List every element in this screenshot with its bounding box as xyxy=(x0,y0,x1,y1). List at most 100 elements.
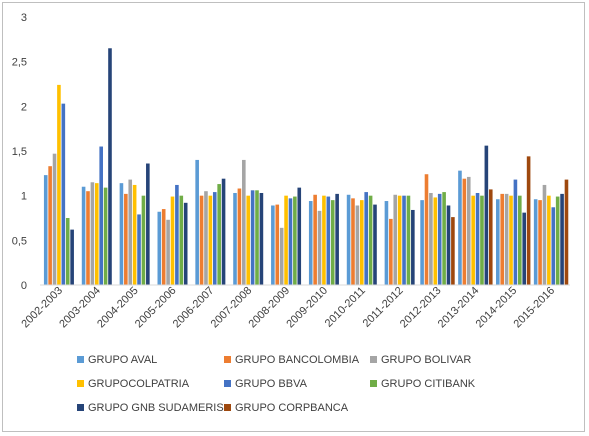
legend-swatch xyxy=(77,380,84,387)
bar-grupo-bolivar-2004-2005 xyxy=(128,179,133,285)
bar-grupo-citibank-2010-2011 xyxy=(368,195,373,285)
bar-grupo-bancolombia-2007-2008 xyxy=(237,188,242,285)
legend: GRUPO AVAL GRUPO BANCOLOMBIA GRUPO BOLIVAR… xyxy=(77,354,476,414)
bar-grupo-aval-2010-2011 xyxy=(346,194,351,285)
legend-label: GRUPO BANCOLOMBIA xyxy=(235,354,360,366)
bar-grupo-bancolombia-2012-2013 xyxy=(424,174,429,285)
legend-swatch xyxy=(370,356,377,363)
bar-grupo-bancolombia-2010-2011 xyxy=(351,198,355,285)
bar-grupo-bbva-2010-2011 xyxy=(364,192,368,285)
bar-grupo-bolivar-2013-2014 xyxy=(466,176,471,285)
bar-grupo-aval-2005-2006 xyxy=(157,211,162,285)
bar-grupo-bolivar-2012-2013 xyxy=(429,192,433,285)
legend-label: GRUPO CORPBANCA xyxy=(235,402,349,414)
legend-label: GRUPOCOLPATRIA xyxy=(88,378,190,390)
legend-label: GRUPO BBVA xyxy=(235,378,308,390)
bar-grupocolpatria-2009-2010 xyxy=(322,195,326,285)
bar-grupo-gnb-sudameris-2011-2012 xyxy=(411,209,415,285)
bar-grupo-gnb-sudameris-2014-2015 xyxy=(522,212,527,285)
y-axis-ticks: 0 0,5 1 1,5 2 2,5 3 xyxy=(12,12,27,292)
bar-grupo-bbva-2009-2010 xyxy=(326,196,331,285)
bar-grupo-gnb-sudameris-2008-2009 xyxy=(297,187,302,285)
y-tick-label: 0,5 xyxy=(12,235,27,247)
bar-grupo-corpbanca-2013-2014 xyxy=(488,189,493,285)
bar-grupo-aval-2012-2013 xyxy=(420,200,424,285)
bar-grupo-gnb-sudameris-2004-2005 xyxy=(146,163,150,285)
bar-grupo-bbva-2011-2012 xyxy=(402,195,406,285)
bar-grupocolpatria-2012-2013 xyxy=(433,197,438,285)
bar-grupo-citibank-2006-2007 xyxy=(217,184,221,285)
legend-swatch xyxy=(224,380,231,387)
bar-grupo-bolivar-2005-2006 xyxy=(166,219,170,285)
bar-grupo-bolivar-2015-2016 xyxy=(542,184,547,285)
bar-grupocolpatria-2011-2012 xyxy=(397,195,402,285)
bar-grupo-aval-2004-2005 xyxy=(119,183,124,285)
bar-grupo-bolivar-2009-2010 xyxy=(317,210,322,285)
bar-grupo-bancolombia-2009-2010 xyxy=(313,194,317,285)
bar-grupo-bancolombia-2005-2006 xyxy=(161,209,166,285)
bar-grupo-bbva-2008-2009 xyxy=(288,198,293,285)
y-tick-label: 1,5 xyxy=(12,146,27,158)
bar-grupo-citibank-2012-2013 xyxy=(442,192,446,285)
bar-grupo-bancolombia-2015-2016 xyxy=(538,200,542,285)
bar-grupo-citibank-2011-2012 xyxy=(406,195,411,285)
legend-swatch xyxy=(224,356,231,363)
y-tick-label: 2,5 xyxy=(12,57,27,69)
bar-grupo-aval-2006-2007 xyxy=(195,159,199,285)
bar-grupo-gnb-sudameris-2005-2006 xyxy=(183,202,188,285)
bar-grupo-bolivar-2008-2009 xyxy=(279,227,284,285)
bar-grupo-bbva-2012-2013 xyxy=(437,193,442,285)
legend-swatch xyxy=(370,380,377,387)
x-axis-labels: 2002-20032003-20042004-20052005-20062006… xyxy=(19,285,557,331)
bar-grupo-bancolombia-2014-2015 xyxy=(500,193,505,285)
bar-grupocolpatria-2014-2015 xyxy=(509,195,513,285)
x-tick-label: 2015-2016 xyxy=(512,285,558,331)
bar-grupocolpatria-2005-2006 xyxy=(170,196,175,285)
bar-grupo-aval-2003-2004 xyxy=(81,186,86,285)
bar-grupocolpatria-2003-2004 xyxy=(94,183,99,285)
bar-grupo-bbva-2014-2015 xyxy=(513,179,518,285)
bar-grupo-bbva-2003-2004 xyxy=(99,146,103,285)
bar-grupo-aval-2011-2012 xyxy=(384,201,389,285)
bar-grupo-bolivar-2010-2011 xyxy=(355,205,360,285)
bar-grupo-gnb-sudameris-2012-2013 xyxy=(446,205,451,285)
bar-grupo-citibank-2003-2004 xyxy=(103,187,108,285)
bar-grupo-corpbanca-2015-2016 xyxy=(564,179,569,285)
bar-grupo-bolivar-2006-2007 xyxy=(204,191,208,285)
bar-grupo-gnb-sudameris-2010-2011 xyxy=(373,204,377,285)
bar-grupo-citibank-2007-2008 xyxy=(255,190,259,285)
bar-grupo-aval-2009-2010 xyxy=(308,201,313,285)
bar-grupo-aval-2014-2015 xyxy=(496,199,500,285)
legend-swatch xyxy=(77,404,84,411)
bar-grupo-gnb-sudameris-2007-2008 xyxy=(259,192,264,285)
bar-grupo-aval-2013-2014 xyxy=(458,170,462,285)
bar-grupocolpatria-2002-2003 xyxy=(57,84,61,285)
y-tick-label: 2 xyxy=(21,101,27,113)
bar-grupo-bbva-2007-2008 xyxy=(250,190,255,285)
bar-grupo-bancolombia-2008-2009 xyxy=(275,204,280,285)
legend-label: GRUPO GNB SUDAMERIS xyxy=(88,402,224,414)
bar-grupo-corpbanca-2014-2015 xyxy=(526,156,531,285)
bar-grupo-bolivar-2014-2015 xyxy=(504,193,509,285)
bar-grupo-citibank-2002-2003 xyxy=(65,218,70,285)
bar-grupocolpatria-2013-2014 xyxy=(471,195,475,285)
y-tick-label: 0 xyxy=(21,280,27,292)
legend-label: GRUPO AVAL xyxy=(88,354,157,366)
bar-grupo-bbva-2006-2007 xyxy=(212,192,217,285)
bar-grupo-aval-2002-2003 xyxy=(43,175,48,285)
bar-grupo-citibank-2005-2006 xyxy=(179,195,184,285)
bar-grupo-aval-2008-2009 xyxy=(271,205,275,285)
bar-grupo-citibank-2004-2005 xyxy=(141,195,146,285)
legend-swatch xyxy=(77,356,84,363)
bar-grupocolpatria-2008-2009 xyxy=(284,195,288,285)
bar-grupo-citibank-2008-2009 xyxy=(293,196,297,285)
bar-grupo-gnb-sudameris-2015-2016 xyxy=(560,193,564,285)
bar-grupo-gnb-sudameris-2013-2014 xyxy=(484,145,489,285)
y-tick-label: 1 xyxy=(21,191,27,203)
legend-label: GRUPO CITIBANK xyxy=(381,378,476,390)
bar-grupocolpatria-2015-2016 xyxy=(547,195,551,285)
bar-grupo-bancolombia-2006-2007 xyxy=(199,195,204,285)
bar-grupo-bolivar-2002-2003 xyxy=(52,153,57,285)
bar-grupo-citibank-2014-2015 xyxy=(518,195,522,285)
